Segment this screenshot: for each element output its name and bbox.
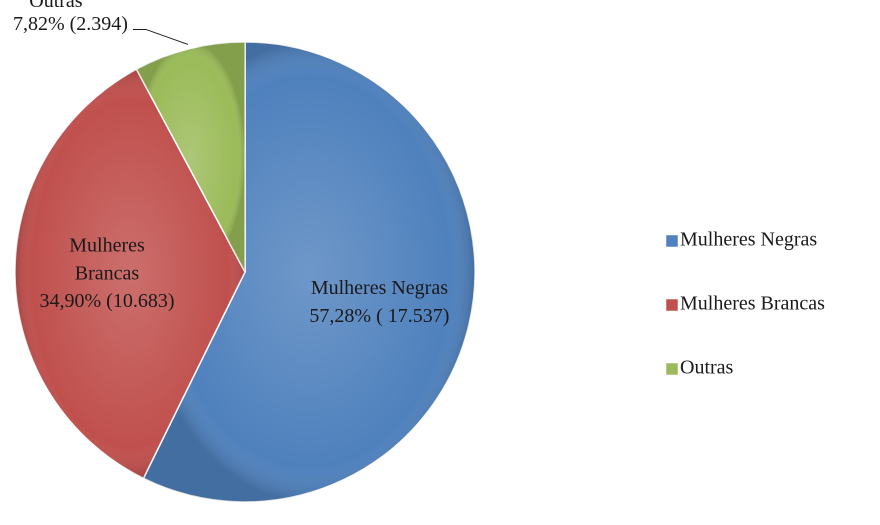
legend-label: Mulheres Negras: [680, 229, 817, 251]
slice-value-label: 57,28% ( 17.537): [309, 305, 449, 327]
legend-label: Mulheres Brancas: [680, 293, 825, 315]
slice-value-label: 34,90% (10.683): [40, 290, 175, 312]
legend-swatch: [665, 298, 679, 312]
slice-category-label: Outras: [29, 0, 83, 12]
slice-category-label: Mulheres Negras: [311, 277, 448, 299]
leader-line: [132, 28, 189, 45]
legend-swatch: [665, 362, 679, 376]
slice-value-label: 7,82% (2.394): [13, 13, 128, 35]
slice-category-label: Mulheres Brancas: [69, 234, 145, 284]
legend-swatch: [665, 234, 679, 248]
legend-label: Outras: [680, 357, 734, 379]
